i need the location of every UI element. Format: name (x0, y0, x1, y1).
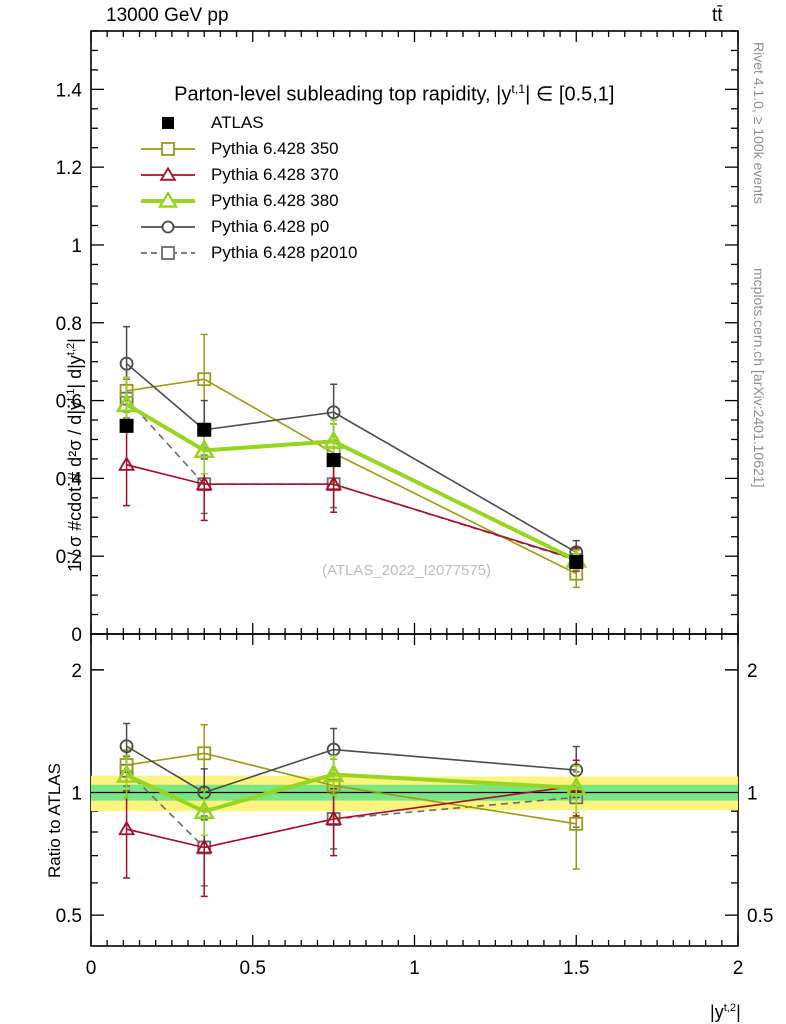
series-marker-Pythia 6.428 p0 (326, 405, 341, 420)
legend-item-label: Pythia 6.428 370 (211, 165, 339, 184)
ratio-line-Pythia 6.428 380 (203, 772, 335, 814)
series-line-Pythia 6.428 370 (333, 483, 577, 561)
plot-title-math-post: | ∈ [0.5,1] (525, 83, 615, 106)
ratio-marker-Pythia 6.428 380 (193, 800, 216, 820)
x-axis-tick-label: 1.5 (563, 958, 589, 979)
legend-swatch-filled-square (162, 117, 174, 129)
y-axis-tick-label: 1.4 (56, 80, 83, 101)
y-axis-tick-label: 1.2 (56, 158, 82, 179)
ratio-line-Pythia 6.428 p0 (203, 748, 334, 794)
plot-title: Parton-level subleading top rapidity, |y… (163, 63, 614, 105)
series-line-Pythia 6.428 p2010 (125, 398, 205, 485)
series-marker-Pythia 6.428 370 (325, 475, 343, 491)
ratio-line-Pythia 6.428 p0 (126, 745, 205, 794)
series-line-Pythia 6.428 380 (125, 402, 206, 453)
header-process-label: tt̄ (712, 5, 723, 26)
ratio-y-axis-tick-label-right: 1 (747, 784, 758, 805)
header-beam-label: 13000 GeV pp (106, 5, 229, 26)
series-line-Pythia 6.428 p0 (204, 411, 334, 431)
legend-swatch-open-triangle (141, 190, 195, 208)
ratio-line-Pythia 6.428 370 (126, 828, 205, 849)
series-marker-Pythia 6.428 380 (115, 393, 138, 413)
legend-item-label: Pythia 6.428 350 (211, 139, 339, 158)
plot-title-text: Parton-level subleading top rapidity, (174, 83, 497, 106)
legend-item-label: ATLAS (211, 113, 264, 132)
series-marker-Pythia 6.428 370 (195, 475, 213, 491)
ratio-line-Pythia 6.428 350 (333, 784, 577, 825)
ratio-marker-Pythia 6.428 370 (118, 820, 136, 836)
series-marker-Pythia 6.428 350 (197, 372, 212, 387)
legend-item-label: Pythia 6.428 p2010 (211, 243, 358, 262)
ratio-marker-Pythia 6.428 p0 (119, 739, 134, 754)
ratio-marker-Pythia 6.428 350 (569, 816, 584, 831)
legend-item-label: Pythia 6.428 380 (211, 191, 339, 210)
series-line-Pythia 6.428 350 (203, 378, 335, 454)
ratio-marker-Pythia 6.428 380 (322, 763, 345, 783)
y-axis-tick-label: 0 (71, 625, 82, 646)
legend-swatch-open-square (141, 142, 195, 156)
x-axis-label-sup: t,2 (723, 1002, 737, 1014)
ratio-line-Pythia 6.428 370 (333, 785, 577, 820)
x-axis-tick-label: 2 (733, 958, 744, 979)
ratio-line-Pythia 6.428 350 (126, 752, 205, 766)
series-marker-ATLAS (197, 422, 212, 437)
legend-swatch-open-square (141, 246, 195, 260)
y-axis-tick-label: 0.8 (56, 314, 82, 335)
ratio-marker-Pythia 6.428 370 (325, 810, 343, 826)
x-axis-label: |yt,2| (700, 985, 741, 1021)
ratio-marker-Pythia 6.428 380 (565, 776, 588, 796)
series-line-Pythia 6.428 370 (126, 463, 205, 485)
legend-item-label: Pythia 6.428 p0 (211, 217, 330, 236)
series-line-Pythia 6.428 p0 (126, 363, 205, 431)
ratio-line-Pythia 6.428 p2010 (333, 796, 577, 820)
y-axis-tick-label: 0.6 (56, 392, 82, 413)
ratio-y-axis-tick-label-right: 2 (747, 661, 758, 682)
series-marker-ATLAS (569, 555, 584, 570)
ratio-y-axis-tick-label-right: 0.5 (747, 906, 773, 927)
legend-swatch-open-circle (141, 220, 195, 234)
ratio-line-Pythia 6.428 p0 (333, 748, 577, 771)
y-axis-tick-label: 0.4 (56, 469, 83, 490)
x-axis-tick-label: 0 (86, 958, 97, 979)
ratio-marker-Pythia 6.428 350 (197, 746, 212, 761)
y-axis-tick-label: 1 (71, 236, 82, 257)
ratio-marker-Pythia 6.428 380 (115, 763, 138, 783)
series-line-Pythia 6.428 p0 (333, 411, 577, 553)
ratio-marker-Pythia 6.428 370 (195, 838, 213, 854)
series-marker-Pythia 6.428 370 (118, 456, 136, 471)
series-line-Pythia 6.428 350 (126, 378, 205, 392)
x-axis-tick-label: 0.5 (240, 958, 266, 979)
ratio-y-axis-tick-label: 0.5 (56, 906, 82, 927)
series-marker-ATLAS (326, 453, 341, 468)
plot-title-math-sup: t,1 (511, 82, 526, 96)
legend-swatch-open-triangle (141, 166, 195, 181)
x-axis-label-pre: |y (710, 1002, 724, 1022)
x-axis-tick-label: 1 (409, 958, 420, 979)
ratio-line-Pythia 6.428 380 (333, 772, 577, 790)
watermark-label: (ATLAS_2022_I2077575) (322, 562, 492, 579)
series-line-Pythia 6.428 350 (333, 452, 577, 575)
ratio-line-Pythia 6.428 380 (125, 773, 206, 814)
ratio-y-axis-tick-label: 1 (71, 784, 82, 805)
y-axis-tick-label: 0.2 (56, 547, 82, 568)
series-line-Pythia 6.428 380 (204, 439, 334, 453)
series-marker-ATLAS (119, 418, 134, 433)
series-marker-Pythia 6.428 380 (193, 439, 216, 459)
ratio-y-axis-tick-label: 2 (71, 661, 82, 682)
series-marker-Pythia 6.428 p0 (119, 356, 134, 371)
plot-title-math-pre: |y (496, 83, 512, 106)
series-marker-Pythia 6.428 380 (322, 430, 345, 450)
ratio-line-Pythia 6.428 370 (204, 818, 334, 849)
x-axis-label-post: | (736, 1002, 741, 1022)
ratio-line-Pythia 6.428 p2010 (126, 770, 205, 849)
series-line-Pythia 6.428 380 (332, 439, 578, 562)
